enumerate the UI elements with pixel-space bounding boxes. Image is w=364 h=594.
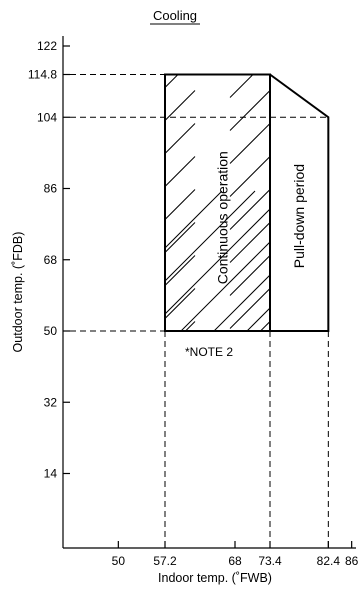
hatch-line <box>229 221 270 263</box>
hatch-line <box>229 188 270 230</box>
hatch-line <box>165 189 196 221</box>
x-axis-ticks: 50 57.2 68 73.4 82.4 86 <box>112 541 359 568</box>
y-tick-label: 68 <box>44 253 58 267</box>
y-axis-ticks: 14 32 50 68 86 104 114.8 122 <box>28 39 70 481</box>
y-tick-label: 14 <box>44 467 58 481</box>
hatch-line <box>155 25 195 65</box>
hatch-line <box>165 288 196 320</box>
hatch-line <box>336 191 364 341</box>
hatch-line <box>230 15 280 65</box>
hatch-line <box>155 454 195 494</box>
hatch-line <box>259 320 270 331</box>
hatch-line <box>155 388 195 428</box>
hatch-line <box>184 321 196 331</box>
guide-lines <box>70 74 329 548</box>
y-axis-title: Outdoor temp. (˚FDB) <box>11 232 25 353</box>
diagram-title: Cooling <box>153 8 197 23</box>
continuous-operation-region <box>155 15 364 560</box>
hatch-line <box>165 123 196 155</box>
hatch-line <box>229 287 270 329</box>
hatch-line <box>165 74 179 89</box>
hatch-line <box>303 191 364 341</box>
pull-down-period-label: Pull-down period <box>291 164 307 268</box>
hatch-line <box>230 378 280 428</box>
x-tick-label: 82.4 <box>317 554 341 568</box>
hatch-line <box>230 411 280 461</box>
hatch-line <box>155 487 195 527</box>
hatch-line <box>229 254 270 296</box>
hatch-line <box>165 255 196 287</box>
y-tick-label: 50 <box>44 324 58 338</box>
y-tick-label: 122 <box>37 39 57 53</box>
x-tick-label: 73.4 <box>258 554 282 568</box>
hatch-line <box>165 90 196 122</box>
hatch-line <box>155 421 195 461</box>
hatch-line <box>230 345 280 395</box>
hatch-line <box>165 156 196 188</box>
hatch-line <box>213 274 270 331</box>
x-tick-label: 86 <box>345 554 359 568</box>
y-tick-label: 32 <box>44 395 58 409</box>
hatch-line <box>165 190 256 282</box>
hatch-line <box>230 477 280 527</box>
hatch-pattern <box>155 15 364 560</box>
hatch-line <box>229 122 270 164</box>
hatch-line <box>246 307 270 331</box>
continuous-operation-label: Continuous operation <box>215 151 231 284</box>
y-tick-label: 104 <box>37 110 57 124</box>
pull-down-boundary <box>269 73 330 332</box>
y-tick-label: 86 <box>44 182 58 196</box>
hatch-line <box>165 190 223 249</box>
hatch-line <box>229 74 254 98</box>
hatch-line <box>165 208 270 315</box>
x-tick-label: 68 <box>228 554 242 568</box>
x-tick-label: 50 <box>112 554 126 568</box>
y-tick-label: 114.8 <box>28 68 57 82</box>
hatch-line <box>229 155 270 197</box>
x-tick-label: 57.2 <box>153 554 177 568</box>
hatch-line <box>180 241 270 331</box>
hatch-line <box>165 222 196 254</box>
hatch-line <box>230 444 280 494</box>
x-axis-title: Indoor temp. (˚FWB) <box>158 571 272 585</box>
note-label: *NOTE 2 <box>185 345 233 359</box>
hatch-line <box>155 355 195 395</box>
hatch-line <box>230 510 280 560</box>
hatch-line <box>229 89 270 131</box>
hatch-line <box>270 191 364 341</box>
